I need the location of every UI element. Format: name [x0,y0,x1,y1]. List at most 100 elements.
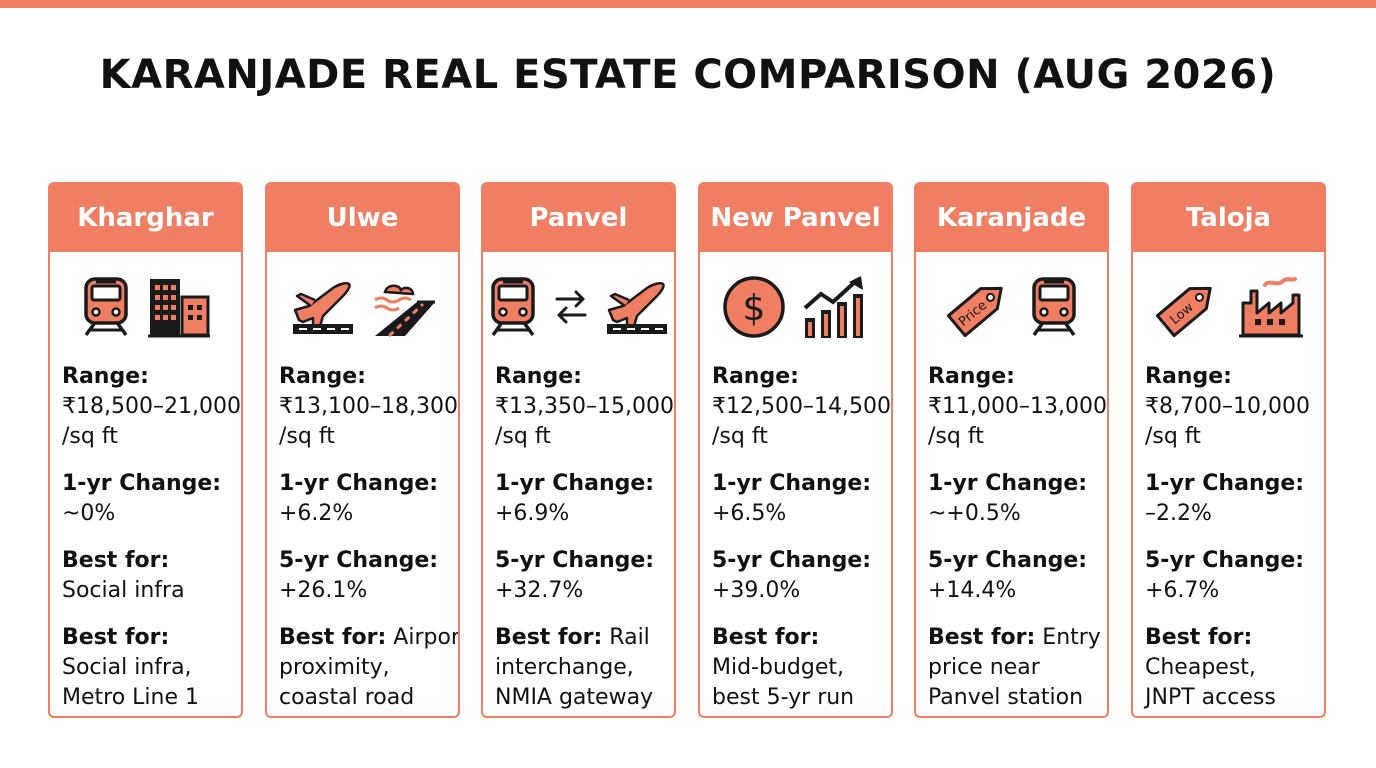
card-header: Kharghar [50,184,241,252]
card-header: Karanjade [916,184,1107,252]
best-for-section: Best for: Social infra, Metro Line 1 [62,623,241,713]
one-year-change-label: 1-yr Change: [279,471,439,496]
best-for-inline: Airport [393,625,460,650]
range-value: ₹18,500–21,000 [62,394,241,419]
card-icons [267,252,458,362]
card-panvel: Panvel Range: ₹13,350–15,000 /sq ft 1-yr… [481,182,676,718]
card-header: Ulwe [267,184,458,252]
best-for-label: Best for: [62,625,170,650]
range-section: Range: ₹8,700–10,000 /sq ft [1145,362,1324,452]
second-metric-value: +26.1% [279,578,368,603]
second-metric-section: 5-yr Change: +39.0% [712,546,891,606]
factory-icon [1237,275,1305,339]
range-section: Range: ₹12,500–14,500 /sq ft [712,362,891,452]
best-for-line-1: Mid-budget, [712,655,844,680]
airplane-icon [289,276,357,338]
one-year-change-section: 1-yr Change: +6.5% [712,469,891,529]
range-value: ₹13,350–15,000 [495,394,674,419]
range-value: ₹11,000–13,000 [928,394,1107,419]
one-year-change-section: 1-yr Change: ~+0.5% [928,469,1107,529]
train-icon [487,276,539,338]
range-value: ₹12,500–14,500 [712,394,891,419]
range-unit: /sq ft [712,424,768,449]
one-year-change-value: –2.2% [1145,501,1212,526]
card-icons [483,252,674,362]
range-unit: /sq ft [62,424,118,449]
one-year-change-label: 1-yr Change: [928,471,1088,496]
best-for-label: Best for: [279,625,387,650]
one-year-change-label: 1-yr Change: [1145,471,1305,496]
svg-text:$: $ [742,288,765,329]
second-metric-value: +39.0% [712,578,801,603]
one-year-change-value: +6.9% [495,501,570,526]
card-header: New Panvel [700,184,891,252]
best-for-label: Best for: [495,625,603,650]
one-year-change-label: 1-yr Change: [712,471,872,496]
one-year-change-label: 1-yr Change: [62,471,222,496]
range-label: Range: [62,364,149,389]
card-icons [50,252,241,362]
best-for-inline: Entry [1035,625,1101,650]
second-metric-value: +6.7% [1145,578,1220,603]
best-for-line-1: interchange, [495,655,634,680]
range-label: Range: [495,364,582,389]
card-header: Taloja [1133,184,1324,252]
second-metric-label: 5-yr Change: [1145,548,1305,573]
range-unit: /sq ft [928,424,984,449]
best-for-line-1: Cheapest, [1145,655,1256,680]
price-tag-icon: Low [1153,274,1223,340]
best-for-line-1: Social infra, [62,655,192,680]
best-for-label: Best for: [1145,625,1253,650]
best-for-section: Best for: Airport proximity, coastal roa… [279,623,458,713]
best-for-label: Best for: [928,625,1036,650]
best-for-line-2: Panvel station [928,685,1084,710]
second-metric-value: +32.7% [495,578,584,603]
one-year-change-value: +6.2% [279,501,354,526]
range-section: Range: ₹11,000–13,000 /sq ft [928,362,1107,452]
train-icon [80,276,132,338]
card-ulwe: Ulwe Range: ₹13,100–18,300 /sq ft 1-yr C… [265,182,460,718]
growth-chart-icon [801,274,871,340]
one-year-change-section: 1-yr Change: +6.9% [495,469,674,529]
range-value: ₹13,100–18,300 [279,394,458,419]
second-metric-label: Best for: [62,548,170,573]
second-metric-label: 5-yr Change: [928,548,1088,573]
one-year-change-value: ~0% [62,501,116,526]
best-for-line-1: price near [928,655,1040,680]
one-year-change-section: 1-yr Change: –2.2% [1145,469,1324,529]
best-for-line-2: best 5-yr run [712,685,855,710]
best-for-inline: Rail [602,625,650,650]
range-label: Range: [712,364,799,389]
range-section: Range: ₹13,100–18,300 /sq ft [279,362,458,452]
best-for-line-1: proximity, [279,655,390,680]
best-for-section: Best for: Rail interchange, NMIA gateway [495,623,674,713]
range-section: Range: ₹18,500–21,000 /sq ft [62,362,241,452]
card-taloja: Taloja Low Range: ₹8,700–10,000 /sq ft 1… [1131,182,1326,718]
second-metric-value: Social infra [62,578,185,603]
best-for-section: Best for: Cheapest, JNPT access [1145,623,1324,713]
second-metric-section: Best for: Social infra [62,546,241,606]
one-year-change-section: 1-yr Change: +6.2% [279,469,458,529]
buildings-icon [146,275,212,339]
range-unit: /sq ft [1145,424,1201,449]
best-for-line-2: NMIA gateway [495,685,654,710]
range-value: ₹8,700–10,000 [1145,394,1310,419]
card-karanjade: Karanjade Price Range: ₹11,000–13,000 /s… [914,182,1109,718]
one-year-change-label: 1-yr Change: [495,471,655,496]
one-year-change-section: 1-yr Change: ~0% [62,469,241,529]
card-icons: Low [1133,252,1324,362]
best-for-line-2: Metro Line 1 [62,685,199,710]
comparison-cards: Kharghar Range: ₹18,500–21,000 /sq ft 1-… [48,182,1330,720]
second-metric-label: 5-yr Change: [279,548,439,573]
best-for-line-2: coastal road [279,685,415,710]
card-header: Panvel [483,184,674,252]
range-section: Range: ₹13,350–15,000 /sq ft [495,362,674,452]
airplane-icon [603,276,671,338]
second-metric-label: 5-yr Change: [712,548,872,573]
best-for-section: Best for: Mid-budget, best 5-yr run [712,623,891,713]
range-unit: /sq ft [495,424,551,449]
page-title: KARANJADE REAL ESTATE COMPARISON (AUG 20… [99,52,1277,98]
range-label: Range: [928,364,1015,389]
second-metric-label: 5-yr Change: [495,548,655,573]
dollar-coin-icon: $ [721,274,787,340]
